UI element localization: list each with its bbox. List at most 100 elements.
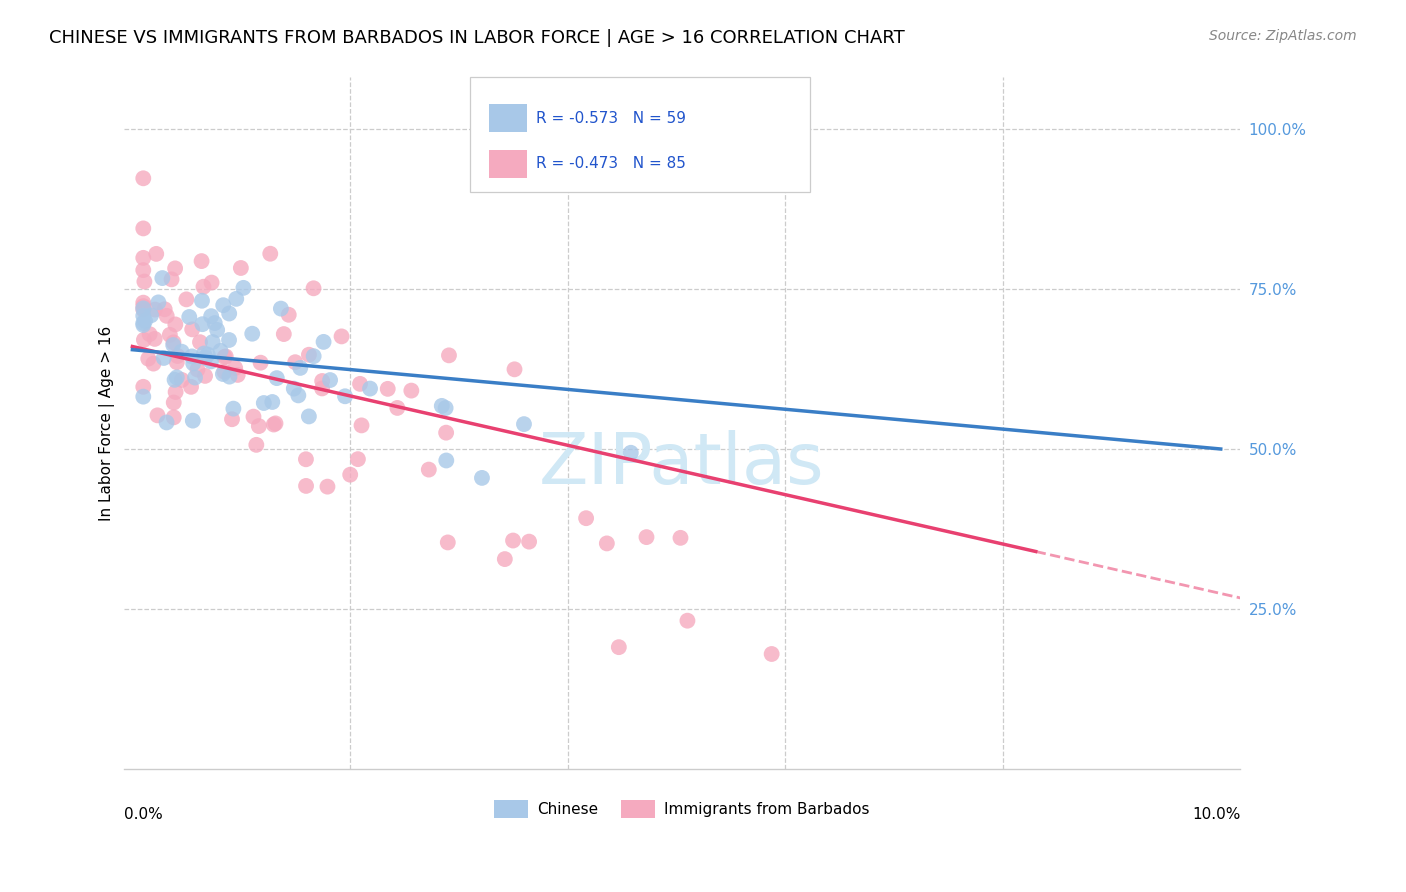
Point [165,318,187,332]
Point [180,380,202,394]
Point [283,382,305,396]
Point [437,348,460,362]
Point [302,281,325,295]
Point [139,308,162,322]
Y-axis label: In Labor Force | Age > 16: In Labor Force | Age > 16 [100,326,115,521]
Point [181,414,204,428]
FancyBboxPatch shape [489,104,527,132]
Point [349,376,371,391]
Point [266,371,288,385]
Point [430,399,453,413]
Point [575,511,598,525]
Point [218,333,240,347]
Point [270,301,292,316]
Point [333,389,356,403]
Point [295,452,318,467]
Point [132,251,155,265]
Point [200,309,222,323]
Point [184,370,207,384]
Point [209,343,232,358]
Text: CHINESE VS IMMIGRANTS FROM BARBADOS IN LABOR FORCE | AGE > 16 CORRELATION CHART: CHINESE VS IMMIGRANTS FROM BARBADOS IN L… [49,29,905,46]
Point [132,318,155,332]
Point [191,293,214,308]
Point [145,247,167,261]
Point [193,346,215,360]
Point [387,401,409,415]
Point [242,409,264,424]
Point [517,534,540,549]
Point [165,261,187,276]
Point [132,299,155,313]
Point [290,360,312,375]
Point [273,327,295,342]
Point [132,309,155,323]
Point [225,292,247,306]
Point [377,382,399,396]
FancyBboxPatch shape [470,78,810,192]
Point [134,275,156,289]
Point [159,327,181,342]
Point [226,368,249,382]
Point [194,351,217,365]
Point [221,412,243,426]
Point [200,354,222,368]
Point [201,334,224,349]
Point [218,369,240,384]
Point [143,302,166,317]
Point [232,281,254,295]
Point [284,355,307,369]
Point [298,409,321,424]
Point [188,335,211,350]
Point [330,329,353,343]
Point [214,365,236,379]
Point [166,355,188,369]
Point [165,384,187,399]
Point [339,467,361,482]
Point [162,335,184,350]
Point [143,332,166,346]
Point [212,298,235,312]
Point [229,260,252,275]
Point [311,374,333,388]
Point [434,401,457,415]
Point [176,293,198,307]
Point [347,452,370,467]
Point [218,306,240,320]
Point [240,326,263,341]
Point [148,295,170,310]
Point [204,316,226,330]
Point [503,362,526,376]
Point [132,295,155,310]
Point [350,418,373,433]
Point [471,471,494,485]
Point [138,327,160,342]
Point [302,349,325,363]
Point [295,479,318,493]
Text: 10.0%: 10.0% [1192,807,1240,822]
Point [166,370,188,384]
Point [434,425,457,440]
Point [249,356,271,370]
Point [263,417,285,432]
Text: Source: ZipAtlas.com: Source: ZipAtlas.com [1209,29,1357,43]
Point [224,361,246,376]
Point [132,263,155,277]
Legend: Chinese, Immigrants from Barbados: Chinese, Immigrants from Barbados [488,794,876,824]
Point [142,357,165,371]
Point [277,308,299,322]
Point [620,446,643,460]
Point [502,533,524,548]
Point [636,530,658,544]
Point [205,323,228,337]
Point [761,647,783,661]
Point [359,382,381,396]
Point [162,338,184,352]
Point [319,373,342,387]
Point [434,453,457,467]
Point [197,348,219,362]
Point [132,390,155,404]
Text: R = -0.473   N = 85: R = -0.473 N = 85 [536,156,686,171]
Point [181,356,204,370]
Point [136,351,159,366]
Point [287,388,309,402]
